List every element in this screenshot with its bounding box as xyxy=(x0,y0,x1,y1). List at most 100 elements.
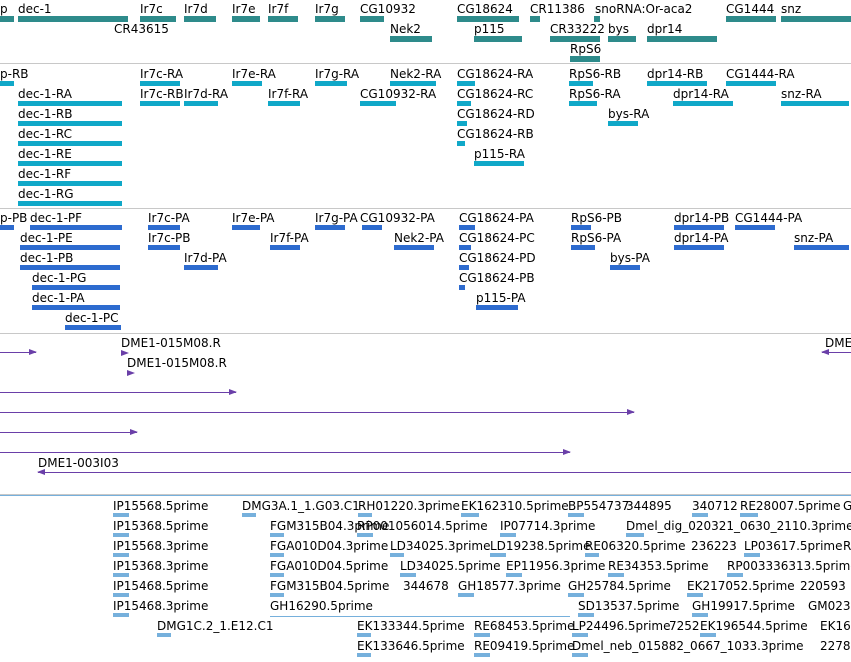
ests-label[interactable]: BP554737 xyxy=(568,499,630,513)
proteins-feature[interactable] xyxy=(65,325,121,330)
genes-feature[interactable] xyxy=(530,16,540,22)
transcripts-label[interactable]: p115-RA xyxy=(474,147,525,161)
ests-label[interactable]: 220593 xyxy=(800,579,846,593)
proteins-feature[interactable] xyxy=(394,245,434,250)
genes-feature[interactable] xyxy=(474,36,522,42)
genes-label[interactable]: CG1444 xyxy=(726,2,775,16)
genes-label[interactable]: CG18624 xyxy=(457,2,513,16)
ests-label[interactable]: GH19917.5prime xyxy=(692,599,795,613)
transcripts-label[interactable]: dpr14-RA xyxy=(673,87,729,101)
genes-feature[interactable] xyxy=(726,16,776,22)
ests-feature[interactable] xyxy=(626,533,644,537)
ests-feature[interactable] xyxy=(113,553,129,557)
ests-feature[interactable] xyxy=(692,613,708,617)
proteins-label[interactable]: CG18624-PD xyxy=(459,251,536,265)
transcripts-label[interactable]: dec-1-RB xyxy=(18,107,73,121)
clones-feature[interactable] xyxy=(0,449,571,455)
genes-label[interactable]: Ir7d xyxy=(184,2,208,16)
ests-feature[interactable] xyxy=(357,633,371,637)
proteins-feature[interactable] xyxy=(0,225,14,230)
ests-feature[interactable] xyxy=(358,513,372,517)
genes-label[interactable]: dpr14 xyxy=(647,22,683,36)
transcripts-feature[interactable] xyxy=(569,101,597,106)
ests-label[interactable]: R xyxy=(843,539,851,553)
ests-label[interactable]: GH16290.5prime xyxy=(270,599,373,613)
ests-feature[interactable] xyxy=(357,533,373,537)
transcripts-label[interactable]: CG10932-RA xyxy=(360,87,437,101)
ests-feature[interactable] xyxy=(608,573,624,577)
ests-label[interactable]: IP15368.3prime xyxy=(113,559,209,573)
ests-label[interactable]: G xyxy=(843,499,851,513)
transcripts-label[interactable]: dec-1-RG xyxy=(18,187,74,201)
proteins-feature[interactable] xyxy=(315,225,345,230)
ests-label[interactable]: IP15568.3prime xyxy=(113,539,209,553)
ests-feature[interactable] xyxy=(270,616,570,617)
clones-label[interactable]: DME1-003I03 xyxy=(38,456,119,470)
ests-feature[interactable] xyxy=(357,653,371,657)
transcripts-feature[interactable] xyxy=(140,81,180,86)
proteins-label[interactable]: CG18624-PB xyxy=(459,271,535,285)
transcripts-label[interactable]: Ir7d-RA xyxy=(184,87,229,101)
ests-label[interactable]: RE68453.5prime xyxy=(474,619,575,633)
proteins-feature[interactable] xyxy=(571,245,595,250)
ests-feature[interactable] xyxy=(490,553,506,557)
ests-feature[interactable] xyxy=(0,495,851,496)
transcripts-feature[interactable] xyxy=(390,81,436,86)
ests-feature[interactable] xyxy=(740,513,758,517)
ests-feature[interactable] xyxy=(113,593,129,597)
ests-label[interactable]: IP15468.3prime xyxy=(113,599,209,613)
ests-label[interactable]: RE09419.5prime xyxy=(474,639,575,653)
transcripts-feature[interactable] xyxy=(360,101,396,106)
proteins-feature[interactable] xyxy=(459,285,465,290)
genes-label[interactable]: CR11386 xyxy=(530,2,585,16)
proteins-feature[interactable] xyxy=(32,285,120,290)
proteins-label[interactable]: p-PB xyxy=(0,211,28,225)
proteins-label[interactable]: Ir7f-PA xyxy=(270,231,309,245)
proteins-label[interactable]: p115-PA xyxy=(476,291,526,305)
proteins-feature[interactable] xyxy=(148,225,180,230)
ests-label[interactable]: 344895 xyxy=(626,499,672,513)
proteins-label[interactable]: dec-1-PB xyxy=(20,251,74,265)
ests-label[interactable]: FGA010D04.3prime xyxy=(270,539,389,553)
transcripts-label[interactable]: Ir7e-RA xyxy=(232,67,276,81)
proteins-label[interactable]: dec-1-PC xyxy=(65,311,119,325)
ests-feature[interactable] xyxy=(506,573,522,577)
ests-label[interactable]: EK133646.5prime xyxy=(357,639,465,653)
ests-label[interactable]: Dmel_dig_020321_0630_2110.3prime xyxy=(626,519,851,533)
genes-feature[interactable] xyxy=(18,16,128,22)
genes-feature[interactable] xyxy=(315,16,345,22)
ests-label[interactable]: DMG3A.1_1.G03.C1 xyxy=(242,499,360,513)
transcripts-label[interactable]: Ir7c-RB xyxy=(140,87,184,101)
proteins-feature[interactable] xyxy=(610,265,640,270)
proteins-feature[interactable] xyxy=(232,225,260,230)
ests-label[interactable]: SD13537.5prime xyxy=(578,599,680,613)
ests-label[interactable]: RP003336313.5prime xyxy=(727,559,851,573)
transcripts-label[interactable]: Nek2-RA xyxy=(390,67,442,81)
ests-label[interactable]: Dmel_neb_015882_0667_1033.3prime xyxy=(572,639,804,653)
proteins-label[interactable]: RpS6-PA xyxy=(571,231,622,245)
ests-feature[interactable] xyxy=(113,613,129,617)
proteins-feature[interactable] xyxy=(20,265,120,270)
ests-label[interactable]: IP15368.5prime xyxy=(113,519,209,533)
genes-label[interactable]: Ir7e xyxy=(232,2,256,16)
proteins-label[interactable]: dec-1-PA xyxy=(32,291,85,305)
genes-feature[interactable] xyxy=(140,16,176,22)
ests-feature[interactable] xyxy=(113,513,129,517)
transcripts-feature[interactable] xyxy=(18,141,122,146)
ests-label[interactable]: RE06320.5prime xyxy=(585,539,686,553)
proteins-feature[interactable] xyxy=(476,305,518,310)
proteins-feature[interactable] xyxy=(459,245,471,250)
transcripts-feature[interactable] xyxy=(647,81,707,86)
genes-feature[interactable] xyxy=(647,36,717,42)
ests-label[interactable]: GM023 xyxy=(808,599,851,613)
ests-label[interactable]: 7252 xyxy=(669,619,700,633)
ests-feature[interactable] xyxy=(270,533,284,537)
proteins-label[interactable]: Ir7c-PA xyxy=(148,211,190,225)
ests-label[interactable]: RE34353.5prime xyxy=(608,559,709,573)
clones-feature[interactable] xyxy=(0,349,37,355)
genes-label[interactable]: Nek2 xyxy=(390,22,421,36)
ests-label[interactable]: EK162310.5prime xyxy=(461,499,569,513)
ests-label[interactable]: 2278 xyxy=(820,639,851,653)
ests-label[interactable]: IP07714.3prime xyxy=(500,519,596,533)
ests-label[interactable]: LP24496.5prime xyxy=(572,619,671,633)
